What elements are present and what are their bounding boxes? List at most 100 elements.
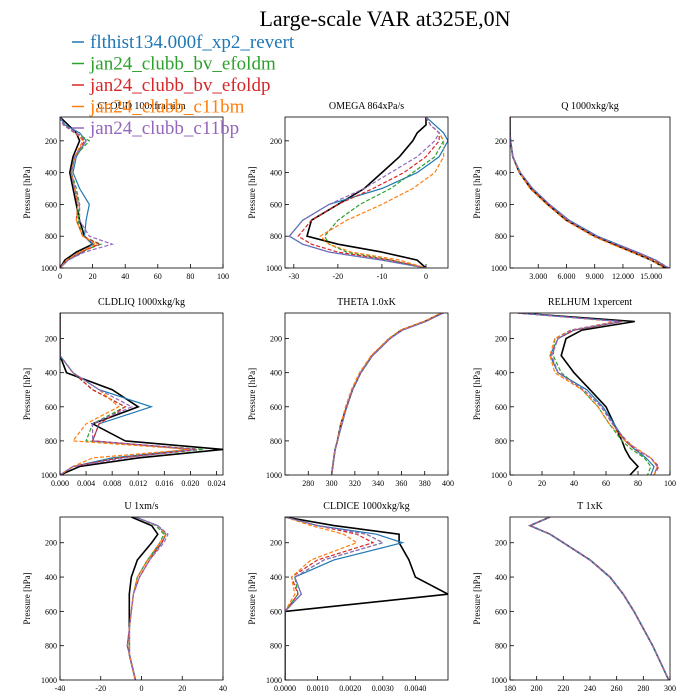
y-axis-label: Pressure [hPa] [247, 368, 257, 420]
plot-frame [284, 516, 449, 681]
y-tick-label: 400 [270, 369, 282, 378]
y-tick-label: 400 [495, 369, 507, 378]
profile-line [128, 517, 159, 680]
y-tick-label: 800 [270, 642, 282, 651]
profile-line [285, 517, 405, 680]
y-tick-label: 200 [270, 137, 282, 146]
y-tick-label: 1000 [491, 676, 507, 685]
x-tick-label: 20 [89, 272, 97, 281]
x-tick-label: 40 [121, 272, 129, 281]
plot-frame [59, 116, 224, 269]
profile-line [60, 313, 191, 475]
x-tick-label: 280 [302, 479, 314, 488]
x-tick-label: -10 [377, 272, 388, 281]
y-tick-label: 1000 [266, 471, 282, 480]
y-tick-label: 800 [45, 232, 57, 241]
profile-line [60, 313, 223, 475]
panel-title: RELHUM 1xpercent [548, 297, 632, 308]
profile-line [285, 517, 385, 680]
profile-line [60, 313, 197, 475]
plot-frame [59, 312, 224, 476]
x-tick-label: 220 [557, 684, 569, 693]
y-tick-label: 800 [495, 642, 507, 651]
x-tick-label: 0 [58, 272, 62, 281]
y-tick-label: 400 [45, 369, 57, 378]
profile-line [510, 117, 665, 268]
y-tick-label: 400 [270, 573, 282, 582]
profile-line [517, 313, 658, 475]
x-tick-label: 0 [508, 479, 512, 488]
y-tick-label: 200 [270, 335, 282, 344]
y-tick-label: 1000 [41, 676, 57, 685]
y-tick-label: 200 [45, 335, 57, 344]
x-tick-label: 80 [634, 479, 642, 488]
plot-frame [509, 516, 671, 681]
y-tick-label: 200 [270, 539, 282, 548]
figure-title: Large-scale VAR at325E,0N [259, 6, 510, 31]
y-tick-label: 200 [45, 137, 57, 146]
panel-title: CLDLIQ 1000xkg/kg [98, 297, 185, 308]
y-tick-label: 800 [270, 437, 282, 446]
profile-line [128, 517, 167, 680]
x-tick-label: 0.004 [77, 479, 95, 488]
y-tick-label: 600 [270, 403, 282, 412]
panel-title: U 1xm/s [124, 501, 158, 512]
y-tick-label: 600 [45, 607, 57, 616]
y-tick-label: 600 [270, 200, 282, 209]
panel-title: T 1xK [577, 501, 603, 512]
y-tick-label: 400 [495, 169, 507, 178]
profile-line [331, 313, 444, 475]
plot-frame [509, 312, 671, 476]
profile-line [528, 517, 670, 680]
x-tick-label: 340 [372, 479, 384, 488]
profile-line [285, 517, 385, 680]
x-tick-label: 240 [584, 684, 596, 693]
legend-label: jan24_clubb_c11bm [89, 97, 245, 118]
y-tick-label: 600 [495, 403, 507, 412]
profile-line [528, 517, 670, 680]
x-tick-label: 0.012 [129, 479, 147, 488]
x-tick-label: 0.008 [103, 479, 121, 488]
profile-line [330, 313, 443, 475]
x-tick-label: 0.024 [207, 479, 225, 488]
x-tick-label: 3.000 [529, 272, 547, 281]
x-tick-label: 320 [349, 479, 361, 488]
x-tick-label: 0.000 [51, 479, 69, 488]
x-tick-label: 6.000 [557, 272, 575, 281]
profile-line [60, 117, 115, 268]
x-tick-label: 100 [664, 479, 676, 488]
x-tick-label: 180 [504, 684, 516, 693]
x-tick-label: 300 [326, 479, 338, 488]
x-tick-label: 80 [186, 272, 194, 281]
y-tick-label: 400 [270, 169, 282, 178]
profile-line [331, 313, 444, 475]
panel-title: THETA 1.0xK [337, 297, 396, 308]
x-tick-label: 200 [531, 684, 543, 693]
y-tick-label: 1000 [41, 471, 57, 480]
y-tick-label: 600 [45, 200, 57, 209]
x-tick-label: 0.016 [155, 479, 173, 488]
y-axis-label: Pressure [hPa] [22, 368, 32, 420]
y-tick-label: 400 [45, 573, 57, 582]
plot-frame [284, 312, 449, 476]
x-tick-label: 380 [419, 479, 431, 488]
y-tick-label: 600 [270, 607, 282, 616]
x-tick-label: -40 [55, 684, 66, 693]
x-tick-label: 60 [154, 272, 162, 281]
x-tick-label: -20 [333, 272, 344, 281]
y-tick-label: 800 [495, 437, 507, 446]
y-tick-label: 1000 [266, 264, 282, 273]
x-tick-label: 15.000 [640, 272, 662, 281]
profile-line [285, 517, 448, 680]
x-tick-label: 0 [140, 684, 144, 693]
x-tick-label: 260 [611, 684, 623, 693]
profile-line [306, 117, 427, 268]
plot-frame [59, 516, 224, 681]
y-tick-label: 200 [45, 539, 57, 548]
y-tick-label: 200 [495, 335, 507, 344]
x-tick-label: 0.0010 [307, 684, 329, 693]
x-tick-label: 0.0020 [339, 684, 361, 693]
profile-line [319, 117, 445, 268]
x-tick-label: -30 [288, 272, 299, 281]
profile-line [331, 313, 442, 475]
